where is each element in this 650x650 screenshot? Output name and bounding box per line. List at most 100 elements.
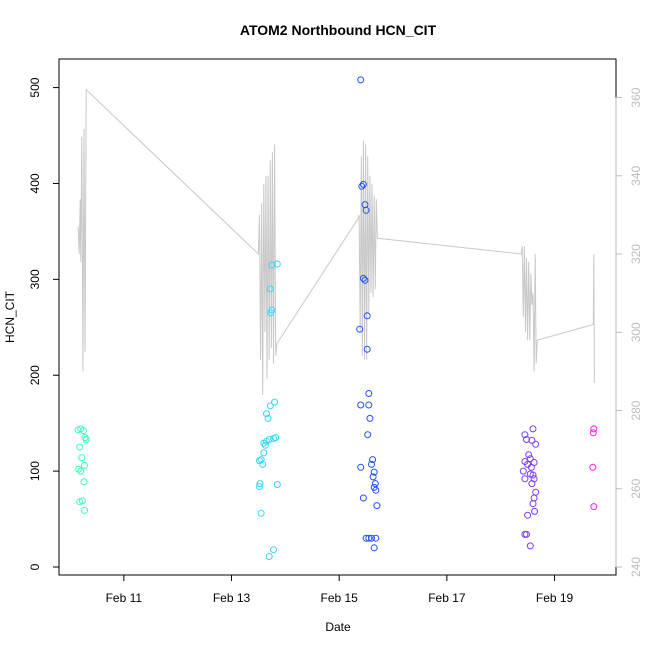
chart-title: ATOM2 Northbound HCN_CIT xyxy=(240,22,437,38)
data-point xyxy=(364,431,372,439)
data-point xyxy=(357,76,365,84)
data-point xyxy=(267,309,275,317)
data-point xyxy=(359,494,367,502)
data-point xyxy=(82,436,90,443)
x-tick-label: Feb 11 xyxy=(106,591,143,605)
x-tick-label: Feb 17 xyxy=(428,591,466,605)
data-point xyxy=(75,465,83,473)
data-point xyxy=(78,454,86,462)
data-point xyxy=(527,463,535,471)
data-point xyxy=(373,502,381,510)
y-axis-right: 240 260 280 300 320 340 360 xyxy=(615,87,643,577)
x-tick-label: Feb 13 xyxy=(213,591,251,605)
data-point xyxy=(358,182,366,190)
data-point xyxy=(590,425,598,433)
y2-tick-label: 280 xyxy=(629,400,643,420)
data-point xyxy=(359,180,367,188)
data-point xyxy=(589,463,597,471)
data-point xyxy=(266,402,274,410)
data-point xyxy=(363,312,371,320)
data-point xyxy=(368,460,375,468)
data-point xyxy=(528,480,536,488)
data-point xyxy=(590,503,598,511)
data-point xyxy=(362,534,370,542)
scatter-point-layer xyxy=(74,76,598,560)
y-tick-label: 300 xyxy=(28,269,42,289)
data-point xyxy=(357,401,365,409)
data-point xyxy=(521,475,529,483)
data-point xyxy=(365,390,373,397)
data-point xyxy=(525,451,533,459)
data-point xyxy=(523,530,530,538)
data-point xyxy=(369,473,377,481)
y-axis-label: HCN_CIT xyxy=(3,290,17,343)
data-point xyxy=(264,414,272,422)
data-point xyxy=(260,449,268,457)
y-tick-label: 400 xyxy=(28,173,42,193)
data-point xyxy=(524,511,532,519)
data-point xyxy=(81,461,88,469)
data-point xyxy=(526,455,534,463)
secondary-line-layer xyxy=(77,88,595,395)
y-axis-left: 0 100 200 300 400 500 xyxy=(28,77,60,570)
data-point xyxy=(362,206,370,214)
data-point xyxy=(529,425,537,433)
data-point xyxy=(372,534,380,542)
data-point xyxy=(271,398,279,406)
data-point xyxy=(369,456,377,464)
data-point xyxy=(521,431,529,439)
data-point xyxy=(372,486,380,494)
data-point xyxy=(529,471,537,479)
data-point xyxy=(365,401,373,409)
y2-tick-label: 240 xyxy=(629,557,643,577)
secondary-trace-line xyxy=(77,88,595,395)
y-tick-label: 100 xyxy=(28,461,42,481)
data-point xyxy=(259,460,267,468)
data-point xyxy=(256,483,263,490)
x-axis: Feb 11 Feb 13 Feb 15 Feb 17 Feb 19 xyxy=(106,574,574,605)
data-point xyxy=(268,261,276,269)
data-point xyxy=(532,488,540,496)
plot-area-border xyxy=(58,58,617,576)
data-point xyxy=(356,325,364,333)
data-point xyxy=(257,456,265,464)
data-point xyxy=(257,509,265,517)
data-point xyxy=(266,285,274,293)
y-tick-label: 500 xyxy=(28,77,42,97)
data-point xyxy=(366,414,374,422)
data-point xyxy=(371,480,379,488)
data-point xyxy=(363,345,371,353)
y2-tick-label: 260 xyxy=(629,478,643,498)
data-point xyxy=(261,441,269,449)
data-point xyxy=(81,506,88,514)
data-point xyxy=(365,534,373,542)
data-point xyxy=(260,439,268,447)
data-point xyxy=(263,410,270,418)
data-point xyxy=(589,429,597,437)
data-point xyxy=(270,435,277,442)
data-point xyxy=(370,468,378,476)
data-point xyxy=(530,494,538,502)
data-point xyxy=(359,274,367,282)
data-point xyxy=(531,507,539,515)
data-point xyxy=(370,544,378,552)
data-point xyxy=(361,276,369,284)
data-point xyxy=(80,427,87,435)
data-point xyxy=(529,500,537,508)
data-point xyxy=(528,436,536,444)
data-point xyxy=(526,542,534,550)
data-point xyxy=(76,443,84,451)
data-point xyxy=(265,553,273,560)
y2-tick-label: 340 xyxy=(629,165,643,185)
y2-tick-label: 360 xyxy=(629,87,643,107)
y-tick-label: 0 xyxy=(28,563,42,570)
x-axis-label: Date xyxy=(325,620,351,634)
data-point xyxy=(80,478,88,486)
data-point xyxy=(77,467,85,475)
data-point xyxy=(357,463,365,471)
data-point xyxy=(532,440,540,448)
data-point xyxy=(256,480,264,488)
y-tick-label: 200 xyxy=(28,365,42,385)
data-point xyxy=(519,467,527,475)
